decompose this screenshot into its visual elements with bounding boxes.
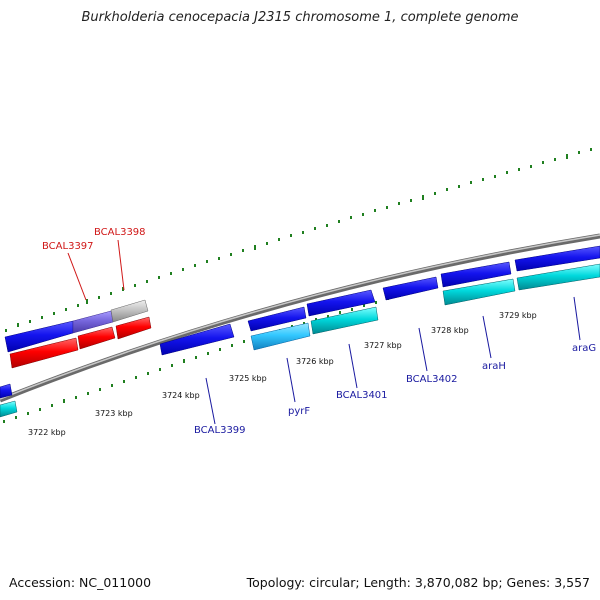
leader-pyrf <box>286 357 296 403</box>
gene-bcal3399[interactable] <box>159 323 235 356</box>
gene-arag[interactable] <box>516 263 600 291</box>
scale-label-3722: 3722 kbp <box>28 428 66 437</box>
label-arah[interactable]: araH <box>482 361 506 372</box>
chromosome-backbone <box>0 233 600 403</box>
forward-genes[interactable] <box>0 245 600 399</box>
leader-bcal3399 <box>205 377 216 425</box>
leader-arah <box>482 315 492 359</box>
label-arag[interactable]: araG <box>572 343 596 354</box>
label-bcal3399[interactable]: BCAL3399 <box>194 425 246 436</box>
label-bcal3398[interactable]: BCAL3398 <box>94 227 146 238</box>
gene-forward-left-edge[interactable] <box>0 383 13 399</box>
scale-label-3725: 3725 kbp <box>229 374 267 383</box>
leader-bcal3397 <box>67 252 87 301</box>
gene-bcal3401-forward[interactable] <box>306 289 376 317</box>
gene-red-1[interactable] <box>9 337 79 369</box>
label-leader-lines <box>67 239 581 425</box>
gene-cyan-left-edge[interactable] <box>0 400 18 418</box>
label-bcal3402[interactable]: BCAL3402 <box>406 374 458 385</box>
leader-bcal3402 <box>418 327 428 372</box>
label-bcal3401[interactable]: BCAL3401 <box>336 390 388 401</box>
accession-text: Accession: NC_011000 <box>9 575 152 590</box>
gene-bcal3401[interactable] <box>310 306 379 335</box>
gene-arah-forward[interactable] <box>440 261 512 288</box>
gene-red-2[interactable] <box>77 326 116 350</box>
scale-labels: 3722 kbp 3723 kbp 3724 kbp 3725 kbp 3726… <box>28 311 537 437</box>
scale-label-3727: 3727 kbp <box>364 341 402 350</box>
gene-pyrf-forward[interactable] <box>247 306 307 332</box>
scale-label-3729: 3729 kbp <box>499 311 537 320</box>
upper-tick-track <box>5 148 592 332</box>
gene-pyrf[interactable] <box>250 322 311 351</box>
reverse-genes[interactable] <box>9 316 152 369</box>
label-pyrf[interactable]: pyrF <box>288 406 310 417</box>
gene-red-3[interactable] <box>115 316 152 340</box>
leader-bcal3401 <box>348 343 358 389</box>
cyan-genes[interactable] <box>0 263 600 418</box>
scale-label-3723: 3723 kbp <box>95 409 133 418</box>
gene-bcal3398[interactable] <box>110 299 149 323</box>
gene-labels[interactable]: BCAL3397 BCAL3398 BCAL3399 pyrF BCAL3401… <box>42 227 596 436</box>
scale-label-3726: 3726 kbp <box>296 357 334 366</box>
leader-arag <box>573 296 581 341</box>
leader-bcal3398 <box>117 239 125 291</box>
topology-text: Topology: circular; Length: 3,870,082 bp… <box>246 575 590 590</box>
gene-arag-forward[interactable] <box>514 245 600 272</box>
gene-arah[interactable] <box>442 278 516 306</box>
genome-title: Burkholderia cenocepacia J2315 chromosom… <box>81 10 519 25</box>
label-bcal3397[interactable]: BCAL3397 <box>42 241 94 252</box>
scale-label-3728: 3728 kbp <box>431 326 469 335</box>
scale-label-3724: 3724 kbp <box>162 391 200 400</box>
gene-bcal3402-forward[interactable] <box>382 276 439 301</box>
